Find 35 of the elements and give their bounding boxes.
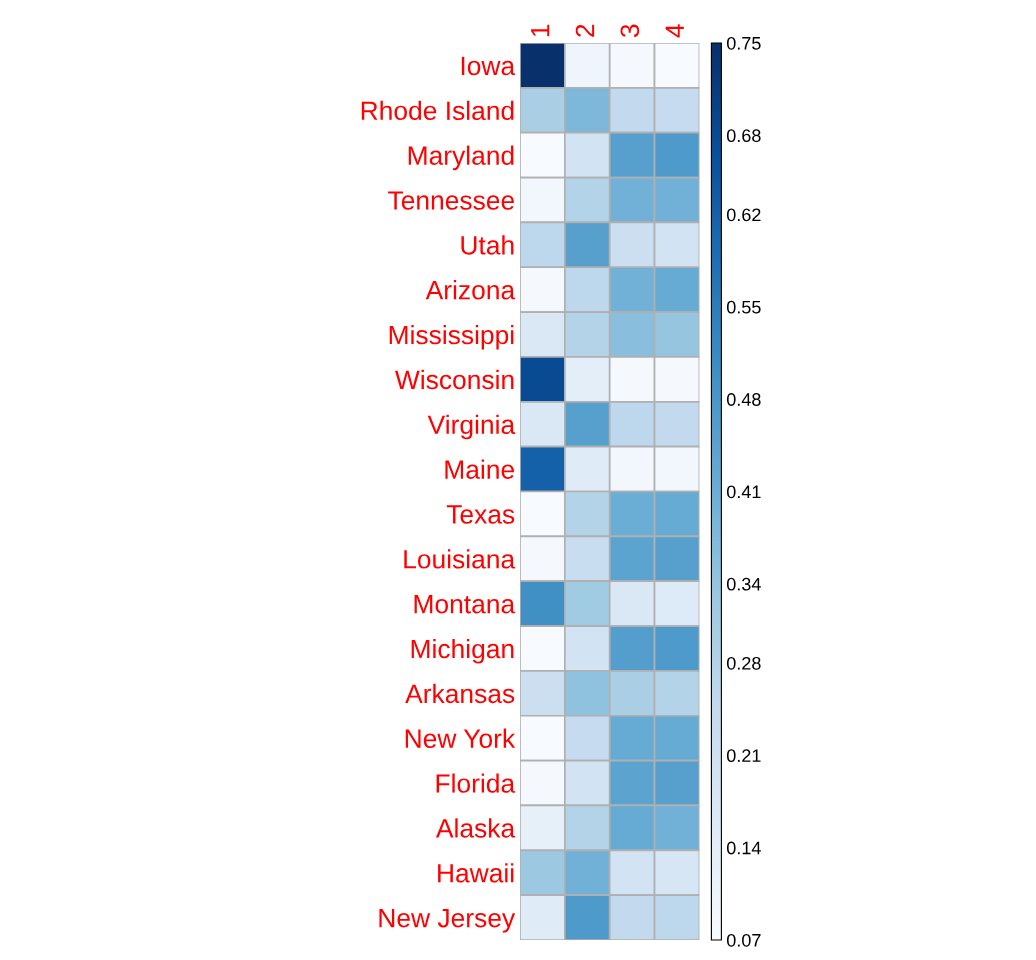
color-bar-label: 0.07	[726, 933, 761, 947]
y-tick-label: Iowa	[461, 56, 516, 76]
y-tick-label: Mississippi	[389, 324, 514, 350]
color-bar-label: 0.21	[726, 749, 761, 763]
x-tick-label: 3	[620, 24, 640, 38]
y-tick-label: New Jersey	[379, 908, 516, 933]
y-tick-label: Michigan	[411, 638, 514, 664]
color-bar-label: 0.14	[726, 841, 761, 855]
x-tick-label: 1	[531, 24, 550, 37]
y-tick-label: Tennessee	[388, 191, 514, 210]
color-bar-label: 0.68	[726, 129, 761, 143]
x-tick-label: 4	[665, 24, 684, 38]
y-tick-label: New York	[405, 728, 516, 748]
y-tick-label: Rhode Island	[361, 100, 514, 121]
y-tick-label: Maine	[445, 459, 514, 479]
x-tick-label: 2	[575, 24, 595, 37]
y-tick-label: Arkansas	[405, 683, 515, 704]
y-tick-label: Hawaii	[438, 863, 514, 883]
y-tick-label: Alaska	[435, 818, 516, 838]
y-tick-label: Virginia	[427, 414, 516, 440]
color-bar-label: 0.28	[726, 656, 761, 670]
color-bar-label: 0.75	[726, 36, 761, 50]
y-tick-label: Louisiana	[404, 549, 516, 569]
y-tick-label: Montana	[414, 595, 516, 614]
color-bar-label: 0.41	[726, 485, 761, 499]
y-tick-label: Maryland	[408, 145, 514, 171]
y-tick-label: Arizona	[425, 280, 516, 300]
y-tick-label: Utah	[461, 235, 514, 255]
y-tick-label: Wisconsin	[395, 369, 514, 390]
color-bar-label: 0.55	[726, 300, 761, 314]
color-bar-label: 0.34	[726, 577, 761, 591]
color-bar-label: 0.48	[726, 393, 761, 406]
y-tick-label: Texas	[446, 505, 515, 524]
y-tick-label: Florida	[436, 773, 516, 793]
color-bar-label: 0.62	[726, 208, 761, 222]
